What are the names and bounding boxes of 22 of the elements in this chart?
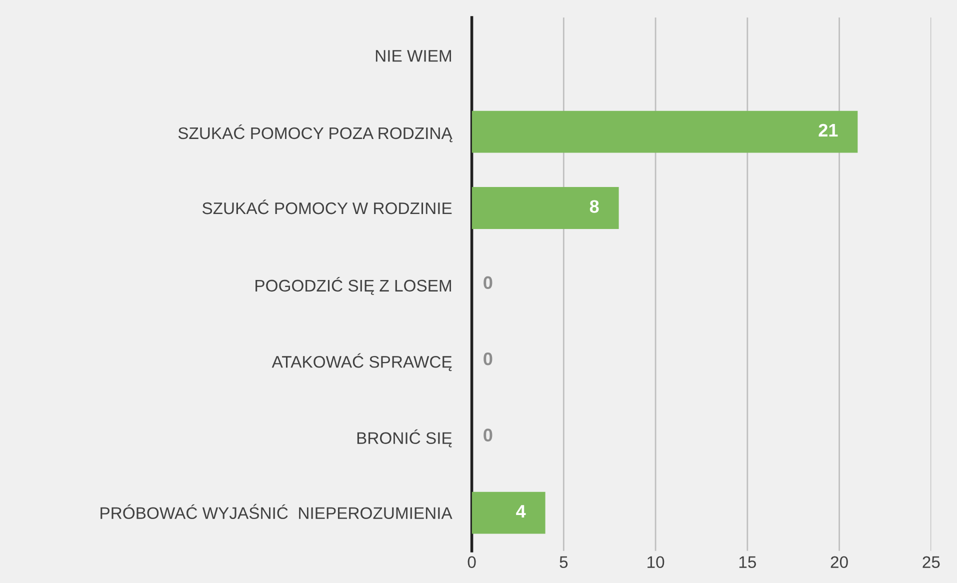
data-label: 0 bbox=[484, 428, 492, 442]
data-label: 0 bbox=[484, 352, 492, 366]
y-tick-label: SZUKAĆ POMOCY W RODZINIE bbox=[202, 200, 452, 214]
y-tick-label: PRÓBOWAĆ WYJAŚNIĆ NIEPEROZUMIENIA bbox=[100, 504, 452, 520]
y-tick-label: POGODZIĆ SIĘ Z LOSEM bbox=[256, 276, 451, 295]
y-tick-label: NIE WIEM bbox=[376, 50, 451, 62]
x-tick-label: 5 bbox=[560, 556, 568, 568]
bar bbox=[472, 110, 858, 153]
data-label: 4 bbox=[516, 505, 526, 518]
x-tick-label: 25 bbox=[922, 556, 940, 568]
data-label: 8 bbox=[590, 200, 599, 213]
x-tick-label: 0 bbox=[468, 556, 476, 568]
x-tick-label: 10 bbox=[648, 556, 664, 568]
y-tick-label: SZUKAĆ POMOCY POZA RODZINĄ bbox=[178, 124, 452, 142]
x-tick-label: 15 bbox=[739, 556, 756, 568]
data-label: 0 bbox=[484, 276, 492, 290]
y-tick-label: BRONIĆ SIĘ bbox=[357, 429, 452, 448]
y-tick-label: ATAKOWAĆ SPRAWCĘ bbox=[272, 353, 452, 372]
bar bbox=[472, 492, 546, 534]
x-tick-label: 20 bbox=[830, 556, 848, 568]
data-label: 21 bbox=[818, 124, 838, 136]
bar bbox=[472, 187, 619, 229]
